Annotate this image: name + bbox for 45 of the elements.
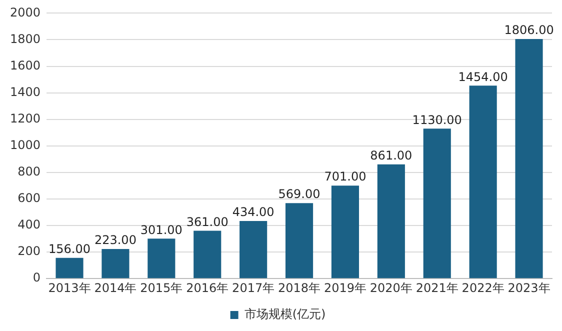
text: 701.00 — [324, 170, 366, 184]
bar — [285, 203, 314, 278]
bar — [515, 38, 543, 278]
x-tick-label: 2013年 — [48, 280, 91, 295]
y-tick-label: 2000 — [10, 5, 41, 20]
y-tick-label: 1400 — [10, 84, 41, 99]
text: 1454.00 — [458, 70, 508, 84]
y-tick-label: 1800 — [10, 32, 41, 46]
x-tick-label: 2015年 — [140, 280, 183, 295]
y-tick-label: 600 — [18, 191, 41, 206]
text: 156.00 — [48, 242, 91, 256]
text: 1130.00 — [412, 112, 462, 127]
bar — [148, 238, 176, 278]
y-tick-label: 400 — [18, 218, 41, 232]
text: 569.00 — [278, 187, 320, 202]
bar — [102, 249, 130, 278]
x-tick-label: 2019年 — [324, 280, 366, 295]
text: 301.00 — [140, 222, 182, 237]
text: 1806.00 — [504, 23, 554, 38]
text: 361.00 — [186, 214, 228, 229]
y-tick-label: 200 — [18, 244, 41, 258]
x-tick-label: 2016年 — [186, 280, 229, 295]
y-tick-label: 1200 — [10, 111, 41, 126]
x-tick-label: 2020年 — [370, 280, 412, 295]
x-tick-label: 2014年 — [94, 280, 137, 295]
y-tick-label: 1600 — [10, 58, 41, 72]
y-tick-label: 800 — [18, 164, 41, 179]
bar — [377, 164, 405, 278]
bar — [56, 258, 84, 278]
text: 434.00 — [232, 205, 274, 220]
text: 861.00 — [370, 148, 412, 162]
x-tick-label: 2021年 — [416, 280, 458, 295]
text: 223.00 — [94, 233, 136, 248]
bar — [423, 128, 451, 278]
y-tick-label: 0 — [32, 270, 41, 285]
x-tick-label: 2017年 — [232, 280, 275, 295]
bar — [240, 221, 268, 278]
bar — [469, 86, 497, 278]
bar — [331, 186, 360, 278]
bar — [194, 230, 222, 278]
legend-label: 市场规模(亿元) — [244, 307, 326, 322]
x-tick-label: 2022年 — [462, 280, 504, 295]
x-tick-label: 2018年 — [278, 280, 321, 295]
y-tick-label: 1000 — [10, 138, 41, 152]
x-tick-label: 2023年 — [508, 280, 550, 295]
